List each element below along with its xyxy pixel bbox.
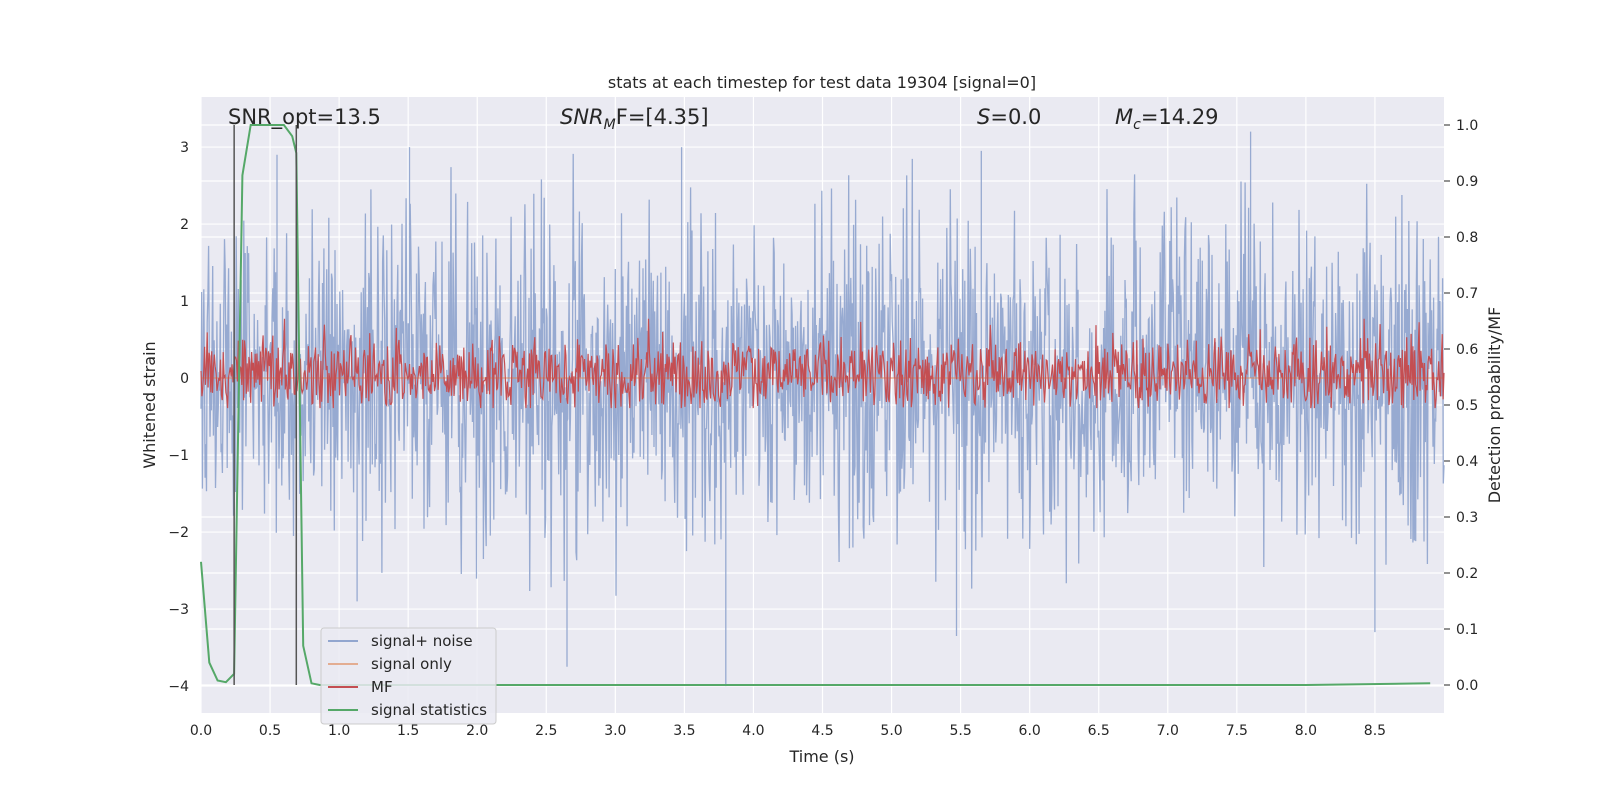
- y2-tick-label-4: 0.4: [1456, 454, 1478, 470]
- legend-label-stats: signal statistics: [371, 701, 487, 719]
- series-layer: [200, 124, 1445, 687]
- y-tick-label-7: 3: [180, 140, 189, 156]
- y2-tick-label-7: 0.7: [1456, 286, 1478, 302]
- y-tick-label-6: 2: [180, 217, 189, 233]
- x-tick-label-0: 0.0: [190, 723, 212, 739]
- y2-axis-label: Detection probability/MF: [1485, 307, 1504, 504]
- y-ticks: −4 −3 −2 −1 0 1 2 3: [168, 140, 189, 695]
- x-tick-label-9: 4.5: [811, 723, 833, 739]
- y2-tick-label-6: 0.6: [1456, 342, 1478, 358]
- y2-tick-label-10: 1.0: [1456, 118, 1478, 134]
- y2-ticks: 0.0 0.1 0.2 0.3 0.4 0.5 0.6 0.7 0.8 0.9 1.0: [1444, 118, 1478, 694]
- x-tick-label-4: 2.0: [466, 723, 488, 739]
- y2-tick-label-2: 0.2: [1456, 566, 1478, 582]
- mc-subscript: c: [1133, 117, 1141, 133]
- series-mf: [200, 318, 1445, 409]
- x-tick-label-2: 1.0: [328, 723, 350, 739]
- annotation-snr-mf: SNRMF=[4.35]: [560, 105, 709, 133]
- x-tick-label-17: 8.5: [1364, 723, 1386, 739]
- annotation-s: S=0.0: [977, 105, 1041, 129]
- chart-title: stats at each timestep for test data 193…: [608, 73, 1036, 92]
- s-suffix: =0.0: [990, 105, 1041, 129]
- y-tick-label-5: 1: [180, 294, 189, 310]
- annotation-mc: Mc=14.29: [1115, 105, 1219, 133]
- y2-tick-label-0: 0.0: [1456, 678, 1478, 694]
- y-tick-label-4: 0: [180, 371, 189, 387]
- y2-tick-label-8: 0.8: [1456, 230, 1478, 246]
- y-tick-label-3: −1: [168, 448, 189, 464]
- x-tick-label-10: 5.0: [880, 723, 902, 739]
- y-tick-label-0: −4: [168, 679, 189, 695]
- snr-mf-subscript: M: [604, 117, 616, 133]
- x-tick-label-7: 3.5: [673, 723, 695, 739]
- legend-label-noise: signal+ noise: [371, 632, 473, 650]
- legend: signal+ noise signal only MF signal stat…: [320, 627, 497, 725]
- x-tick-label-1: 0.5: [259, 723, 281, 739]
- x-tick-label-16: 8.0: [1295, 723, 1317, 739]
- x-tick-label-6: 3.0: [604, 723, 626, 739]
- x-tick-label-3: 1.5: [397, 723, 419, 739]
- y-tick-label-1: −3: [168, 602, 189, 618]
- y-axis-label: Whitened strain: [140, 341, 159, 468]
- y-tick-label-2: −2: [168, 525, 189, 541]
- legend-label-mf: MF: [371, 678, 393, 696]
- y2-tick-label-1: 0.1: [1456, 622, 1478, 638]
- x-axis-label: Time (s): [788, 747, 854, 766]
- series-signal-statistics: [200, 124, 1431, 686]
- x-ticks: 0.0 0.5 1.0 1.5 2.0 2.5 3.0 3.5 4.0 4.5 5.0 5.5 6.0 6…: [190, 723, 1386, 739]
- series-signal-noise: [200, 131, 1445, 687]
- snr-mf-suffix: F=[4.35]: [616, 105, 709, 129]
- y2-tick-label-3: 0.3: [1456, 510, 1478, 526]
- y2-tick-label-9: 0.9: [1456, 174, 1478, 190]
- x-tick-label-8: 4.0: [742, 723, 764, 739]
- mc-prefix: M: [1115, 105, 1133, 129]
- legend-box: [320, 627, 497, 725]
- x-tick-label-15: 7.5: [1226, 723, 1248, 739]
- x-tick-label-5: 2.5: [535, 723, 557, 739]
- x-tick-label-13: 6.5: [1088, 723, 1110, 739]
- marker-layer: [233, 125, 298, 685]
- legend-label-signal-only: signal only: [371, 655, 452, 673]
- mc-suffix: =14.29: [1141, 105, 1219, 129]
- snr-mf-prefix: SNR: [560, 105, 604, 129]
- y2-tick-label-5: 0.5: [1456, 398, 1478, 414]
- x-tick-label-14: 7.0: [1157, 723, 1179, 739]
- x-tick-label-11: 5.5: [949, 723, 971, 739]
- s-prefix: S: [977, 105, 990, 129]
- annotation-snr-opt: SNR_opt=13.5: [228, 105, 381, 130]
- x-tick-label-12: 6.0: [1019, 723, 1041, 739]
